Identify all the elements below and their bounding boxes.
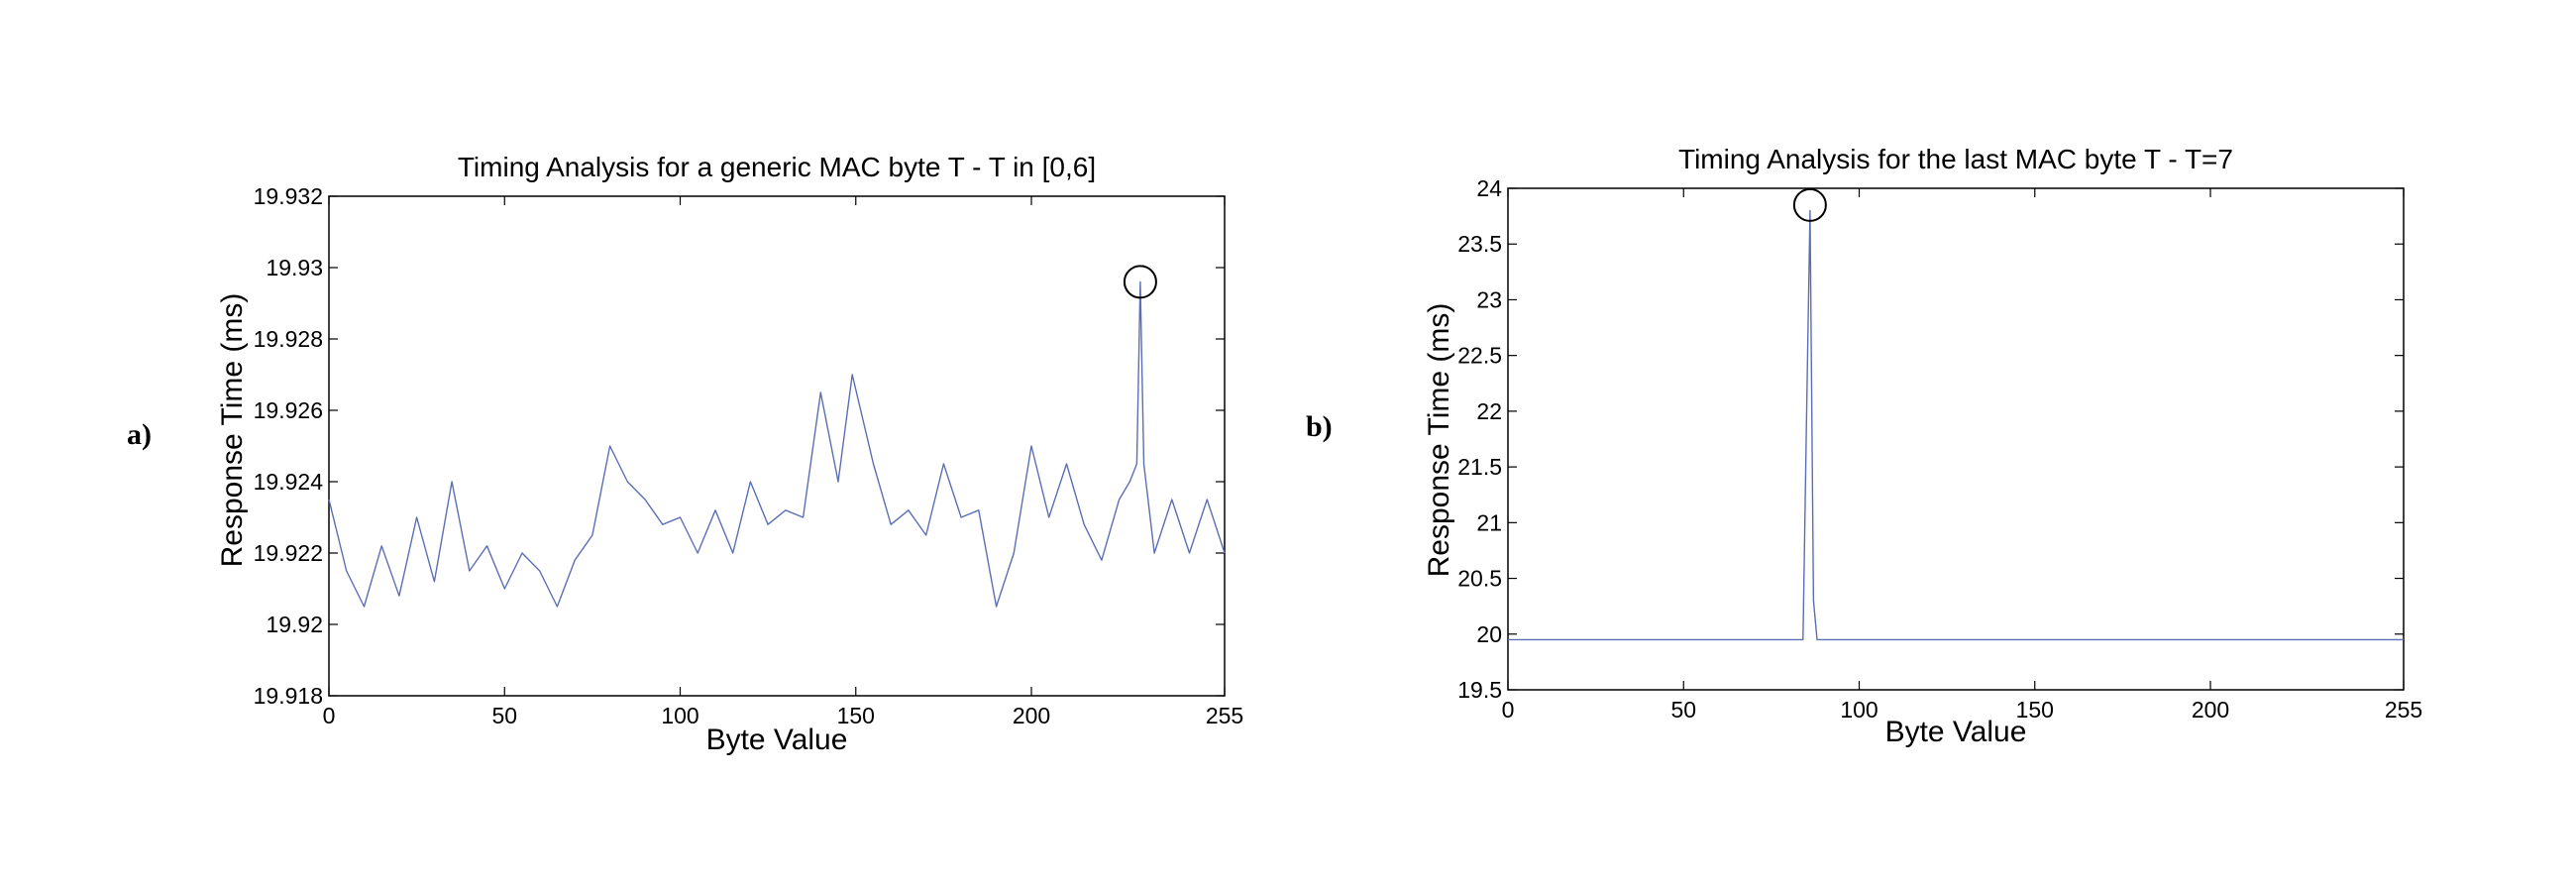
x-tick-label: 0 [1502, 697, 1515, 723]
x-tick-label: 50 [491, 703, 517, 728]
x-tick-label: 0 [323, 703, 336, 728]
y-tick-label: 19.918 [254, 683, 323, 709]
y-tick-label: 20 [1476, 621, 1502, 647]
chart-b-xlabel: Byte Value [1885, 716, 2027, 748]
y-tick-label: 19.926 [254, 397, 323, 423]
y-tick-label: 20.5 [1457, 566, 1502, 592]
x-tick-label: 255 [1206, 703, 1243, 728]
axes-box [328, 195, 1226, 697]
axes-box [1507, 187, 2405, 691]
y-tick-label: 23 [1476, 286, 1502, 312]
chart-a-plot-area: 0 50 100 150 200 255 19.918 19.92 19.922 19.924 19… [254, 183, 1244, 728]
chart-a-ylabel: Response Time (ms) [216, 293, 249, 568]
x-tick-label: 50 [1670, 697, 1696, 723]
y-tick-label: 19.924 [254, 469, 324, 495]
y-tick-label: 19.922 [254, 540, 323, 566]
chart-b-plot-area: 0 50 100 150 200 255 19.5 20 20.5 21 21.5 22 22.5 23 2… [1457, 175, 2422, 723]
x-tick-label: 150 [837, 703, 875, 728]
x-tick-label: 200 [1013, 703, 1050, 728]
y-tick-label: 22 [1476, 398, 1502, 424]
x-tick-label: 200 [2192, 697, 2229, 723]
series-line [1508, 209, 2404, 641]
chart-a-title: Timing Analysis for a generic MAC byte T… [458, 152, 1096, 182]
y-tick-label: 19.932 [254, 183, 323, 209]
chart-b-ylabel: Response Time (ms) [1423, 303, 1455, 578]
y-tick-label: 19.92 [266, 612, 323, 637]
x-tick-label: 100 [661, 703, 698, 728]
panel-label-a: a) [127, 418, 152, 451]
x-tick-label: 150 [2016, 697, 2054, 723]
chart-a: a) Timing Analysis for a generic MAC byt… [127, 152, 1243, 756]
y-tick-label: 24 [1476, 175, 1502, 201]
series-line [328, 280, 1226, 608]
y-tick-label: 22.5 [1457, 343, 1502, 369]
y-tick-label: 19.5 [1457, 677, 1502, 703]
y-tick-label: 21 [1476, 509, 1502, 535]
chart-b-title: Timing Analysis for the last MAC byte T … [1678, 144, 2233, 174]
y-tick-label: 19.93 [266, 255, 323, 280]
y-tick-label: 21.5 [1457, 454, 1502, 480]
x-tick-label: 255 [2385, 697, 2422, 723]
x-tick-label: 100 [1840, 697, 1878, 723]
peak-marker-circle [1792, 187, 1827, 222]
chart-b: b) Timing Analysis for the last MAC byte… [1306, 144, 2422, 748]
peak-marker-circle [1123, 265, 1157, 299]
panel-label-b: b) [1306, 410, 1333, 443]
y-tick-label: 19.928 [254, 326, 323, 352]
y-tick-label: 23.5 [1457, 231, 1502, 257]
chart-a-xlabel: Byte Value [706, 724, 848, 756]
